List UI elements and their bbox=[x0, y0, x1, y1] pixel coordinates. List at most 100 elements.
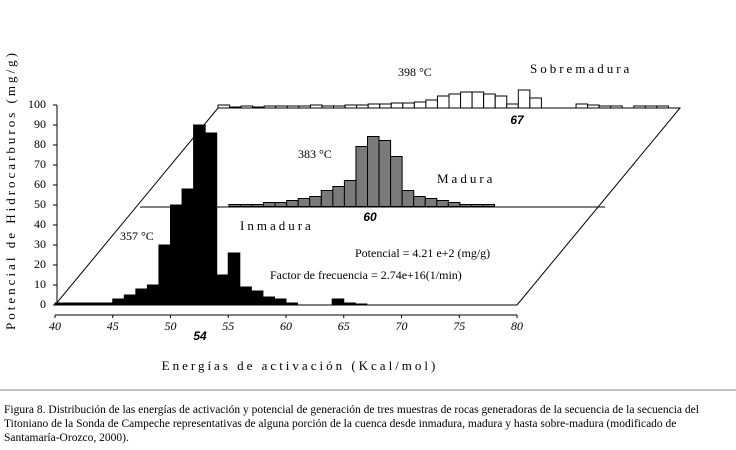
bar bbox=[320, 190, 334, 207]
bar bbox=[598, 105, 612, 109]
bar bbox=[367, 103, 381, 109]
bar bbox=[471, 91, 485, 109]
bar bbox=[286, 200, 299, 207]
x-tick-label: 75 bbox=[453, 319, 465, 333]
bar bbox=[633, 105, 646, 109]
bar bbox=[332, 186, 345, 207]
bar bbox=[229, 106, 242, 109]
temperature-label: 357 °C bbox=[120, 229, 154, 243]
y-tick-label: 40 bbox=[34, 217, 46, 231]
bar bbox=[123, 294, 137, 306]
y-tick-label: 60 bbox=[34, 177, 46, 191]
bar bbox=[482, 204, 496, 207]
bar bbox=[355, 146, 369, 207]
y-tick-label: 20 bbox=[34, 257, 46, 271]
bar bbox=[494, 95, 508, 109]
bar bbox=[447, 202, 461, 207]
bar bbox=[286, 105, 300, 109]
x-tick-label: 65 bbox=[338, 319, 350, 333]
x-tick-label: 55 bbox=[222, 319, 234, 333]
bar bbox=[135, 288, 148, 306]
bar bbox=[367, 136, 380, 207]
bar bbox=[470, 204, 484, 207]
bar bbox=[100, 302, 114, 306]
bar bbox=[54, 302, 68, 306]
y-tick-label: 70 bbox=[34, 157, 46, 171]
bar bbox=[274, 202, 288, 207]
bar bbox=[273, 298, 287, 306]
bar bbox=[460, 91, 473, 109]
bar bbox=[204, 132, 218, 306]
bar bbox=[390, 156, 403, 207]
y-tick-label: 50 bbox=[34, 197, 46, 211]
bar bbox=[343, 180, 357, 207]
bar bbox=[77, 302, 91, 306]
bar bbox=[517, 89, 531, 109]
bar bbox=[344, 104, 358, 109]
y-tick-label: 80 bbox=[34, 137, 46, 151]
bar bbox=[217, 104, 231, 109]
bar bbox=[656, 105, 669, 109]
bar bbox=[309, 104, 323, 109]
bar bbox=[298, 105, 311, 109]
bar bbox=[66, 302, 79, 306]
bar bbox=[251, 204, 265, 207]
bar bbox=[448, 93, 462, 109]
bar bbox=[285, 302, 299, 306]
bar bbox=[297, 198, 311, 207]
x-tick-label: 45 bbox=[107, 319, 119, 333]
bar bbox=[390, 102, 404, 109]
bar bbox=[228, 204, 241, 207]
series-label: Madura bbox=[437, 171, 495, 186]
bar bbox=[146, 284, 160, 306]
peak-label: 54 bbox=[193, 329, 207, 343]
x-axis-label: Energías de activación (Kcal/mol) bbox=[162, 358, 439, 373]
bar bbox=[425, 99, 438, 109]
bar bbox=[216, 274, 229, 306]
series-label: Sobremadura bbox=[530, 61, 632, 76]
potential-note: Potencial = 4.21 e+2 (mg/g) bbox=[355, 246, 490, 260]
peak-label: 60 bbox=[363, 210, 377, 224]
bar bbox=[193, 124, 206, 306]
bar bbox=[436, 200, 449, 207]
bar bbox=[309, 196, 322, 207]
bar bbox=[644, 105, 658, 109]
bar bbox=[575, 103, 589, 109]
bar bbox=[401, 190, 415, 207]
bar bbox=[240, 105, 254, 109]
bar bbox=[402, 102, 415, 109]
y-tick-label: 10 bbox=[34, 277, 46, 291]
bar bbox=[379, 103, 392, 109]
bar bbox=[170, 204, 183, 306]
series-label: Inmadura bbox=[240, 218, 314, 233]
temperature-label: 398 °C bbox=[398, 65, 432, 79]
bar bbox=[413, 101, 427, 109]
x-tick-label: 40 bbox=[49, 319, 61, 333]
bar bbox=[239, 286, 252, 306]
bar bbox=[459, 204, 472, 207]
bar bbox=[275, 105, 288, 109]
chart: Potencial de Hidrocarburos (mg/g) Energí… bbox=[0, 50, 736, 391]
bar bbox=[587, 104, 600, 109]
y-axis-label: Potencial de Hidrocarburos (mg/g) bbox=[3, 50, 18, 330]
bar bbox=[343, 302, 356, 306]
caption: Figura 8. Distribución de las energías d… bbox=[4, 404, 699, 444]
bar bbox=[378, 140, 392, 207]
bar bbox=[610, 105, 623, 109]
bar bbox=[112, 298, 125, 306]
y-tick-label: 100 bbox=[28, 97, 46, 111]
bar bbox=[263, 202, 276, 207]
x-tick-label: 70 bbox=[396, 319, 408, 333]
bar bbox=[356, 104, 369, 109]
bar bbox=[252, 106, 265, 109]
bar bbox=[413, 196, 426, 207]
bar bbox=[483, 93, 496, 109]
y-tick-label: 30 bbox=[34, 237, 46, 251]
bar bbox=[436, 95, 450, 109]
bar bbox=[181, 188, 195, 306]
bar bbox=[250, 290, 264, 306]
bar bbox=[529, 97, 542, 109]
bar bbox=[89, 302, 102, 306]
bar bbox=[227, 252, 241, 306]
